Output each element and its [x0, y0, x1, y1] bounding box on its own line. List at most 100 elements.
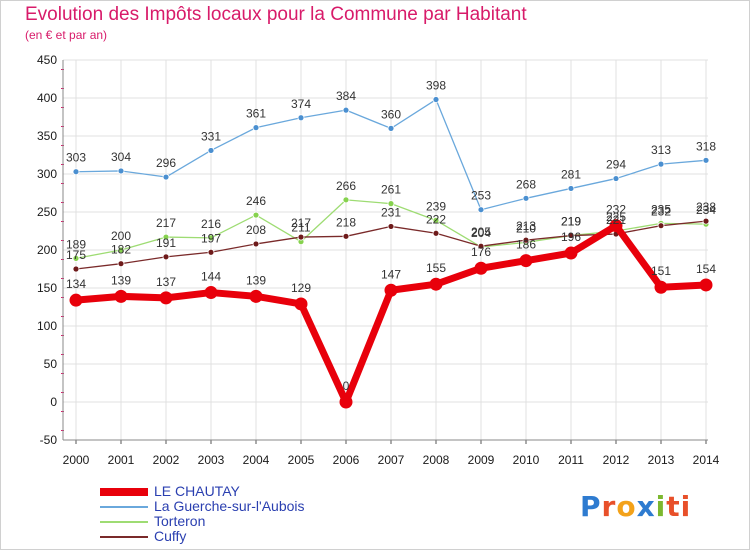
data-label-le-chautay: 139: [111, 273, 131, 287]
data-point-le-chautay: [474, 261, 488, 275]
data-label-le-chautay: 196: [561, 230, 581, 244]
data-point-torteron: [252, 211, 260, 219]
data-label-cuffy: 231: [381, 205, 401, 219]
data-label-cuffy: 182: [111, 243, 131, 257]
data-label-cuffy: 175: [66, 248, 86, 262]
x-tick-label: 2005: [288, 453, 315, 467]
data-point-cuffy: [207, 248, 215, 256]
data-point-le-chautay: [114, 289, 128, 303]
data-label-la-guerche-sur-l-aubois: 318: [696, 139, 716, 153]
data-point-cuffy: [117, 260, 125, 268]
legend-label-cuffy: Cuffy: [154, 528, 187, 544]
chart-subtitle: (en € et par an): [25, 28, 108, 42]
data-label-cuffy: 205: [471, 225, 491, 239]
data-label-cuffy: 232: [651, 205, 671, 219]
data-label-torteron: 246: [246, 194, 266, 208]
data-label-le-chautay: 134: [66, 277, 86, 291]
data-point-la-guerche-sur-l-aubois: [522, 194, 530, 202]
data-label-la-guerche-sur-l-aubois: 268: [516, 177, 536, 191]
data-label-la-guerche-sur-l-aubois: 253: [471, 189, 491, 203]
data-label-le-chautay: 154: [696, 262, 716, 276]
data-point-torteron: [117, 246, 125, 254]
x-tick-label: 2009: [468, 453, 495, 467]
chart-title: Evolution des Impôts locaux pour la Comm…: [25, 4, 527, 25]
data-label-la-guerche-sur-l-aubois: 296: [156, 156, 176, 170]
data-point-la-guerche-sur-l-aubois: [162, 173, 170, 181]
x-tick-label: 2010: [513, 453, 540, 467]
data-point-cuffy: [72, 265, 80, 273]
data-label-torteron: 211: [291, 221, 310, 235]
data-label-torteron: 216: [201, 217, 221, 231]
data-label-la-guerche-sur-l-aubois: 331: [201, 129, 221, 143]
data-label-le-chautay: 147: [381, 267, 401, 281]
data-point-la-guerche-sur-l-aubois: [117, 167, 125, 175]
data-point-la-guerche-sur-l-aubois: [567, 185, 575, 192]
data-point-cuffy: [432, 229, 440, 237]
data-point-le-chautay: [519, 254, 533, 268]
legend-label-le-chautay: LE CHAUTAY: [154, 483, 240, 499]
data-point-la-guerche-sur-l-aubois: [612, 175, 620, 182]
data-label-cuffy: 222: [426, 212, 446, 226]
data-label-la-guerche-sur-l-aubois: 361: [246, 107, 266, 121]
data-label-le-chautay: 151: [651, 264, 671, 278]
logo-letter: i: [680, 490, 692, 523]
y-tick-label: 100: [37, 319, 57, 333]
logo-letter: o: [616, 490, 637, 523]
data-point-le-chautay: [384, 283, 398, 297]
y-tick-label: 250: [37, 205, 57, 219]
x-tick-label: 2002: [153, 453, 180, 467]
data-label-la-guerche-sur-l-aubois: 384: [336, 89, 356, 103]
data-point-le-chautay: [249, 289, 263, 303]
data-label-le-chautay: 139: [246, 273, 266, 287]
data-label-cuffy: 218: [336, 215, 356, 229]
data-label-torteron: 235: [651, 202, 671, 216]
data-label-la-guerche-sur-l-aubois: 360: [381, 107, 401, 121]
data-label-torteron: 225: [606, 210, 626, 224]
y-tick-label: 50: [44, 357, 58, 371]
data-label-cuffy: 208: [246, 223, 266, 237]
data-label-la-guerche-sur-l-aubois: 374: [291, 97, 311, 111]
data-label-torteron: 204: [471, 226, 491, 240]
data-label-torteron: 210: [516, 221, 536, 235]
data-point-la-guerche-sur-l-aubois: [702, 156, 710, 164]
legend-swatch-la-guerche: [100, 505, 148, 508]
data-label-le-chautay: 176: [471, 245, 491, 259]
data-label-torteron: 239: [426, 199, 446, 213]
data-label-la-guerche-sur-l-aubois: 313: [651, 143, 671, 157]
data-point-la-guerche-sur-l-aubois: [477, 206, 485, 214]
data-label-torteron: 200: [111, 229, 131, 243]
data-point-torteron: [342, 196, 350, 204]
data-point-cuffy: [342, 232, 350, 240]
data-label-le-chautay: 137: [156, 275, 176, 289]
data-point-le-chautay: [699, 278, 713, 292]
data-label-torteron: 234: [696, 203, 716, 217]
data-point-la-guerche-sur-l-aubois: [207, 147, 215, 154]
x-tick-label: 2004: [243, 453, 270, 467]
x-tick-label: 2008: [423, 453, 450, 467]
data-label-le-chautay: 144: [201, 270, 221, 284]
data-label-la-guerche-sur-l-aubois: 294: [606, 158, 626, 172]
legend-swatch-le-chautay: [100, 487, 148, 496]
y-tick-label: 300: [37, 167, 57, 181]
y-tick-label: -50: [40, 433, 58, 447]
y-tick-label: 450: [37, 53, 57, 67]
data-label-la-guerche-sur-l-aubois: 304: [111, 150, 131, 164]
y-tick-label: 0: [50, 395, 57, 409]
legend-label-la-guerche: La Guerche-sur-l'Aubois: [154, 498, 305, 514]
data-point-le-chautay: [654, 280, 668, 294]
x-tick-label: 2003: [198, 453, 225, 467]
data-label-le-chautay: 232: [606, 203, 626, 217]
data-label-cuffy: 197: [201, 231, 221, 245]
data-point-la-guerche-sur-l-aubois: [432, 96, 440, 103]
logo-letter: t: [666, 490, 681, 523]
data-point-le-chautay: [159, 291, 173, 305]
data-label-le-chautay: 129: [291, 281, 311, 295]
data-point-cuffy: [702, 217, 710, 225]
data-label-torteron: 189: [66, 237, 86, 251]
y-tick-label: 200: [37, 243, 57, 257]
data-point-la-guerche-sur-l-aubois: [387, 124, 395, 132]
x-tick-label: 2000: [63, 453, 90, 467]
data-point-le-chautay: [69, 293, 83, 307]
